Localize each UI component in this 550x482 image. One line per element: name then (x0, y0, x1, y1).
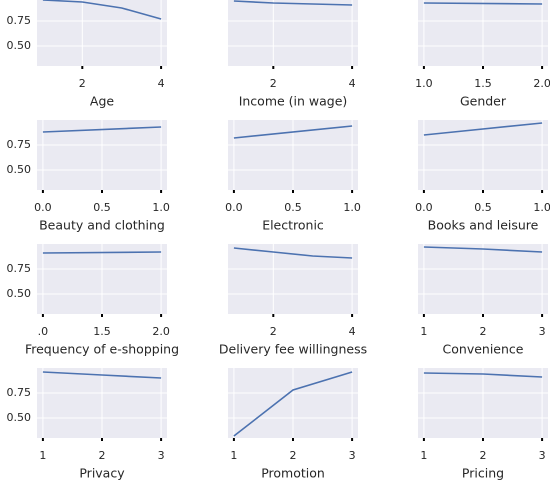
x-tick-label: 1.0 (415, 77, 433, 90)
x-tick-label: 2.0 (533, 77, 550, 90)
x-axis-label: Delivery fee willingness (219, 342, 367, 357)
x-tick-label: 1 (230, 449, 237, 462)
y-tick-label: 0.75 (7, 262, 32, 275)
x-tick-label: 4 (349, 77, 356, 90)
line (233, 371, 353, 437)
x-axis-label: Electronic (262, 218, 324, 233)
x-tick-label: 0.0 (34, 201, 52, 214)
x-tick-label: 0.0 (415, 201, 433, 214)
x-axis-label: Beauty and clothing (39, 218, 165, 233)
x-tick-label: 2.0 (152, 325, 170, 338)
y-tick-label: 0.50 (7, 411, 32, 424)
line (42, 251, 162, 254)
x-axis-label: Pricing (462, 466, 504, 481)
line (42, 126, 162, 133)
x-tick-label: 1.0 (343, 201, 361, 214)
x-axis-label: Privacy (79, 466, 125, 481)
x-tick-label: 2 (480, 449, 487, 462)
x-axis-label: Frequency of e-shopping (25, 342, 179, 357)
line (233, 247, 353, 259)
x-tick-label: 1 (420, 449, 427, 462)
line (423, 246, 543, 253)
x-axis-label: Income (in wage) (239, 94, 348, 109)
x-axis-label: Convenience (443, 342, 524, 357)
x-tick-label: 0.5 (474, 201, 492, 214)
x-tick-label: 0.0 (225, 201, 243, 214)
plot-background (228, 244, 358, 314)
x-axis-label: Age (90, 94, 114, 109)
plot-background (228, 0, 358, 66)
x-tick-label: 3 (158, 449, 165, 462)
x-tick-label: 1.5 (93, 325, 111, 338)
line (423, 2, 543, 5)
x-tick-label: 1 (420, 325, 427, 338)
line (423, 122, 543, 136)
line (42, 371, 162, 379)
x-tick-label: 1.0 (533, 201, 550, 214)
x-tick-label: 2 (480, 325, 487, 338)
x-axis-label: Promotion (261, 466, 325, 481)
line (233, 125, 353, 139)
x-tick-label: 1 (39, 449, 46, 462)
x-tick-label: 2 (270, 325, 277, 338)
x-tick-label: .0 (38, 325, 49, 338)
x-tick-label: 3 (539, 449, 546, 462)
y-tick-label: 0.50 (7, 39, 32, 52)
line (423, 372, 543, 378)
x-tick-label: 3 (539, 325, 546, 338)
y-tick-label: 0.50 (7, 163, 32, 176)
y-tick-label: 0.50 (7, 287, 32, 300)
y-tick-label: 0.75 (7, 14, 32, 27)
x-tick-label: 2 (270, 77, 277, 90)
x-axis-label: Gender (460, 94, 507, 109)
line (233, 0, 353, 6)
x-tick-label: 2 (99, 449, 106, 462)
x-tick-label: 1.5 (474, 77, 492, 90)
x-tick-label: 3 (349, 449, 356, 462)
x-tick-label: 0.5 (284, 201, 302, 214)
x-tick-label: 2 (79, 77, 86, 90)
line (42, 0, 162, 20)
x-axis-label: Books and leisure (428, 218, 539, 233)
y-tick-label: 0.75 (7, 138, 32, 151)
plot-background (37, 0, 167, 66)
x-tick-label: 4 (349, 325, 356, 338)
x-tick-label: 4 (158, 77, 165, 90)
y-tick-label: 0.75 (7, 386, 32, 399)
x-tick-label: 0.5 (93, 201, 111, 214)
x-tick-label: 1.0 (152, 201, 170, 214)
x-tick-label: 2 (290, 449, 297, 462)
